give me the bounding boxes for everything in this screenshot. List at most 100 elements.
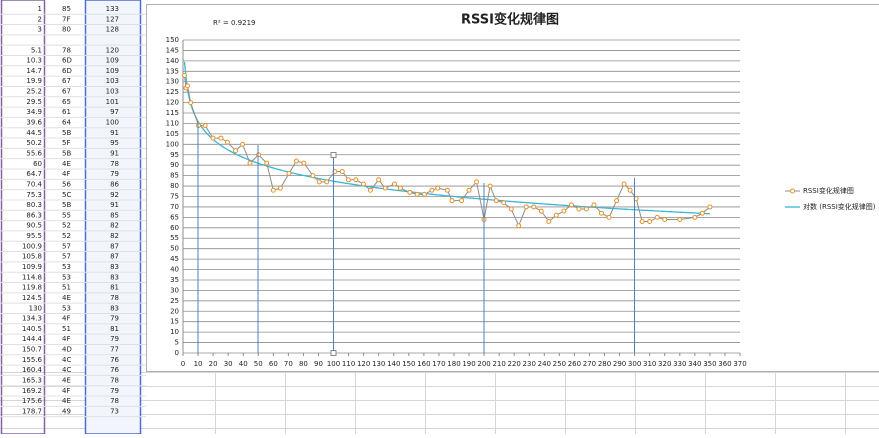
cell: 120 xyxy=(106,46,119,54)
cell: 175.6 xyxy=(22,397,43,405)
cell: 130 xyxy=(29,304,42,312)
cell: 4F xyxy=(62,387,70,395)
cell: 103 xyxy=(106,88,119,96)
cell: 119.8 xyxy=(22,284,42,292)
cell: 128 xyxy=(106,26,119,34)
data-point xyxy=(415,192,419,196)
cell: 87 xyxy=(110,242,119,250)
data-point xyxy=(663,217,667,221)
cell: 103 xyxy=(106,77,119,85)
cell: 6D xyxy=(62,57,72,65)
cell: 79 xyxy=(110,170,119,178)
y-tick-label: 150 xyxy=(166,36,179,44)
data-point xyxy=(361,182,365,186)
chart-area[interactable] xyxy=(147,5,879,372)
cell: 50.2 xyxy=(26,139,42,147)
x-tick-label: 150 xyxy=(402,360,415,368)
cell: 7F xyxy=(62,15,70,23)
cell: 81 xyxy=(110,284,119,292)
cell: 97 xyxy=(110,108,119,116)
cell: 73 xyxy=(110,407,119,415)
x-tick-label: 40 xyxy=(239,360,248,368)
cell: 77 xyxy=(110,346,119,354)
data-point xyxy=(197,124,201,128)
data-point xyxy=(248,161,252,165)
cell: 51 xyxy=(62,284,71,292)
cell: 165.3 xyxy=(22,377,42,385)
x-tick-label: 330 xyxy=(673,360,686,368)
y-tick-label: 115 xyxy=(166,109,179,117)
cell: 87 xyxy=(110,253,119,261)
cell: 155.6 xyxy=(22,356,43,364)
data-point xyxy=(219,136,223,140)
cell: 140.5 xyxy=(22,325,42,333)
data-point xyxy=(317,180,321,184)
cell: 53 xyxy=(62,273,71,281)
data-point xyxy=(422,192,426,196)
legend-label: 对数 (RSSI变化规律图) xyxy=(803,202,876,211)
y-tick-label: 55 xyxy=(170,234,179,242)
cell: 4C xyxy=(62,356,71,364)
x-tick-label: 110 xyxy=(342,360,355,368)
cell: 49 xyxy=(62,407,71,415)
cell: 85 xyxy=(62,5,71,13)
cell: 91 xyxy=(110,129,119,137)
cell: 86 xyxy=(110,180,119,188)
x-tick-label: 140 xyxy=(387,360,400,368)
legend-marker xyxy=(791,189,795,193)
cell: 34.9 xyxy=(26,108,42,116)
x-tick-label: 310 xyxy=(643,360,656,368)
cell: 92 xyxy=(110,191,119,199)
cell: 83 xyxy=(110,304,119,312)
cell: 57 xyxy=(62,242,71,250)
data-point xyxy=(346,178,350,182)
x-tick-label: 290 xyxy=(613,360,626,368)
y-tick-label: 70 xyxy=(170,203,179,211)
cell: 52 xyxy=(62,232,71,240)
cell: 100.9 xyxy=(22,242,42,250)
data-point xyxy=(554,213,558,217)
data-point xyxy=(450,199,454,203)
x-tick-label: 240 xyxy=(538,360,551,368)
data-point xyxy=(234,149,238,153)
cell: 90.5 xyxy=(26,222,42,230)
x-tick-label: 60 xyxy=(269,360,278,368)
y-tick-label: 0 xyxy=(175,349,179,357)
y-tick-label: 10 xyxy=(170,328,179,336)
x-tick-label: 180 xyxy=(447,360,460,368)
cell: 44.5 xyxy=(26,129,42,137)
y-tick-label: 40 xyxy=(170,266,179,274)
cell: 78 xyxy=(110,160,119,168)
data-point xyxy=(393,182,397,186)
x-tick-label: 100 xyxy=(327,360,340,368)
x-tick-label: 20 xyxy=(209,360,218,368)
data-point xyxy=(524,205,528,209)
cell: 76 xyxy=(110,366,119,374)
cell: 4E xyxy=(62,377,71,385)
cell: 76 xyxy=(110,356,119,364)
data-point xyxy=(203,124,207,128)
data-point xyxy=(648,220,652,224)
x-tick-label: 360 xyxy=(718,360,731,368)
cell: 5F xyxy=(62,139,70,147)
y-tick-label: 20 xyxy=(170,307,179,315)
data-point xyxy=(211,136,215,140)
cell: 51 xyxy=(62,325,71,333)
cell: 29.5 xyxy=(26,98,42,106)
cell: 4E xyxy=(62,294,71,302)
data-point xyxy=(383,186,387,190)
data-point xyxy=(622,182,626,186)
y-tick-label: 85 xyxy=(170,172,179,180)
x-tick-label: 270 xyxy=(583,360,596,368)
data-point xyxy=(562,209,566,213)
data-point xyxy=(467,188,471,192)
cell: 64 xyxy=(62,119,71,127)
cell: 80 xyxy=(62,26,71,34)
cell: 127 xyxy=(106,15,119,23)
y-tick-label: 145 xyxy=(166,46,179,54)
cell: 95.5 xyxy=(26,232,42,240)
y-tick-label: 15 xyxy=(170,318,179,326)
cell: 4F xyxy=(62,315,70,323)
data-point xyxy=(241,142,245,146)
data-point xyxy=(311,174,315,178)
